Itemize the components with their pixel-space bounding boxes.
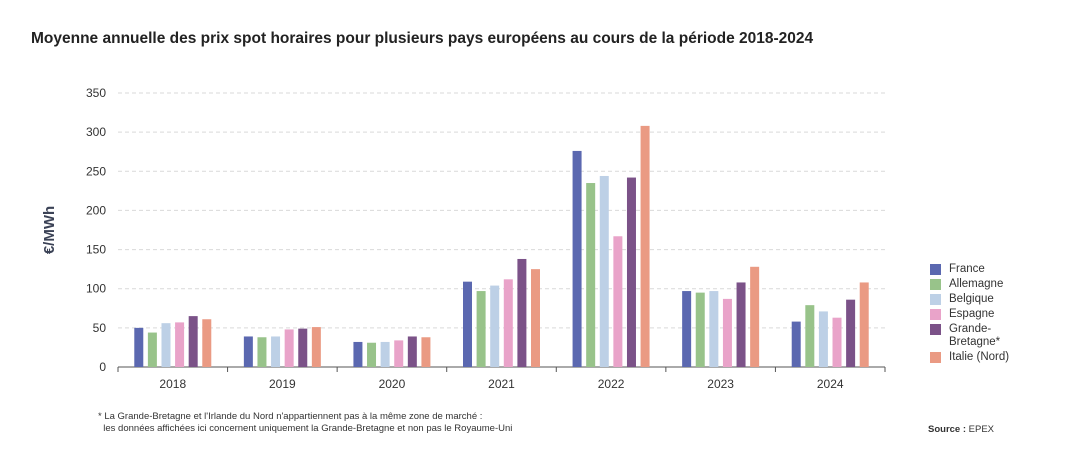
legend-swatch	[930, 309, 941, 320]
bar	[175, 322, 185, 367]
x-tick-label: 2018	[159, 377, 186, 391]
bar	[421, 337, 431, 367]
x-tick-label: 2024	[817, 377, 844, 391]
legend-swatch	[930, 352, 941, 363]
bar	[791, 321, 801, 367]
legend-label: France	[949, 263, 985, 275]
y-tick-label: 250	[86, 164, 106, 178]
legend-swatch	[930, 279, 941, 290]
bar	[311, 327, 321, 367]
footnote: * La Grande-Bretagne et l'Irlande du Nor…	[98, 411, 512, 435]
y-axis-label: €/MWh	[41, 206, 58, 254]
legend-item-espagne: Espagne	[930, 308, 1029, 321]
legend-label-line: Bretagne*	[949, 336, 1001, 348]
bar	[682, 291, 692, 367]
bar	[517, 258, 527, 367]
footnote-line: les données affichées ici concernent uni…	[98, 423, 513, 434]
bar	[709, 291, 719, 367]
bar	[599, 175, 609, 367]
bar	[626, 177, 636, 367]
y-tick-label: 350	[86, 86, 106, 100]
bar	[736, 282, 746, 367]
legend: France Allemagne Belgique Espagne Grande…	[930, 263, 1029, 366]
legend-item-belgique: Belgique	[930, 293, 1029, 306]
bar	[640, 125, 650, 367]
source: Source : EPEX	[928, 424, 994, 435]
footnote-line: * La Grande-Bretagne et l'Irlande du Nor…	[98, 411, 483, 422]
bar	[722, 298, 732, 367]
legend-label: Belgique	[949, 293, 994, 305]
bar	[531, 269, 540, 367]
bar	[271, 336, 281, 367]
legend-label: Grande- Bretagne*	[949, 323, 1029, 349]
bar	[818, 311, 828, 367]
bar	[147, 332, 157, 367]
legend-label: Allemagne	[949, 278, 1004, 290]
bar	[859, 282, 869, 367]
legend-swatch	[930, 324, 941, 335]
bar	[188, 316, 198, 367]
legend-item-allemagne: Allemagne	[930, 278, 1029, 291]
bar	[490, 285, 500, 367]
bar	[695, 292, 705, 367]
y-tick-label: 50	[93, 321, 107, 335]
bar	[257, 337, 267, 367]
legend-swatch	[930, 264, 941, 275]
legend-label: Espagne	[949, 308, 995, 320]
bar	[394, 340, 404, 367]
bar	[832, 317, 842, 367]
bar	[586, 183, 596, 367]
source-label: Source :	[928, 424, 967, 435]
bar	[353, 341, 363, 367]
y-tick-label: 150	[86, 243, 106, 257]
y-tick-label: 100	[86, 282, 106, 296]
bar	[476, 291, 486, 367]
bar	[161, 323, 171, 367]
legend-label-line: Grande-	[949, 323, 992, 335]
bar	[503, 279, 513, 367]
bar	[380, 341, 390, 367]
x-tick-label: 2020	[379, 377, 406, 391]
bar	[298, 328, 308, 367]
bar	[407, 336, 417, 367]
bar	[463, 281, 472, 367]
y-tick-label: 200	[86, 203, 106, 217]
x-tick-label: 2021	[488, 377, 515, 391]
bar	[750, 266, 760, 367]
x-tick-label: 2019	[269, 377, 296, 391]
x-tick-label: 2023	[707, 377, 734, 391]
chart-title: Moyenne annuelle des prix spot horaires …	[31, 30, 814, 47]
bar	[805, 305, 815, 367]
y-tick-label: 300	[86, 125, 106, 139]
bar	[367, 342, 377, 367]
legend-label: Italie (Nord)	[949, 351, 1010, 363]
bar	[846, 299, 856, 367]
bar	[134, 327, 144, 367]
bar	[572, 150, 582, 367]
bar	[202, 319, 212, 367]
legend-item-france: France	[930, 263, 1029, 276]
legend-item-italie: Italie (Nord)	[930, 351, 1029, 364]
source-value: EPEX	[966, 424, 995, 435]
y-tick-label: 0	[99, 360, 106, 374]
bar	[613, 236, 623, 367]
legend-swatch	[930, 294, 941, 305]
x-tick-label: 2022	[598, 377, 625, 391]
bar	[243, 336, 253, 367]
bar	[284, 329, 294, 367]
legend-item-grande-bretagne: Grande- Bretagne*	[930, 323, 1029, 349]
